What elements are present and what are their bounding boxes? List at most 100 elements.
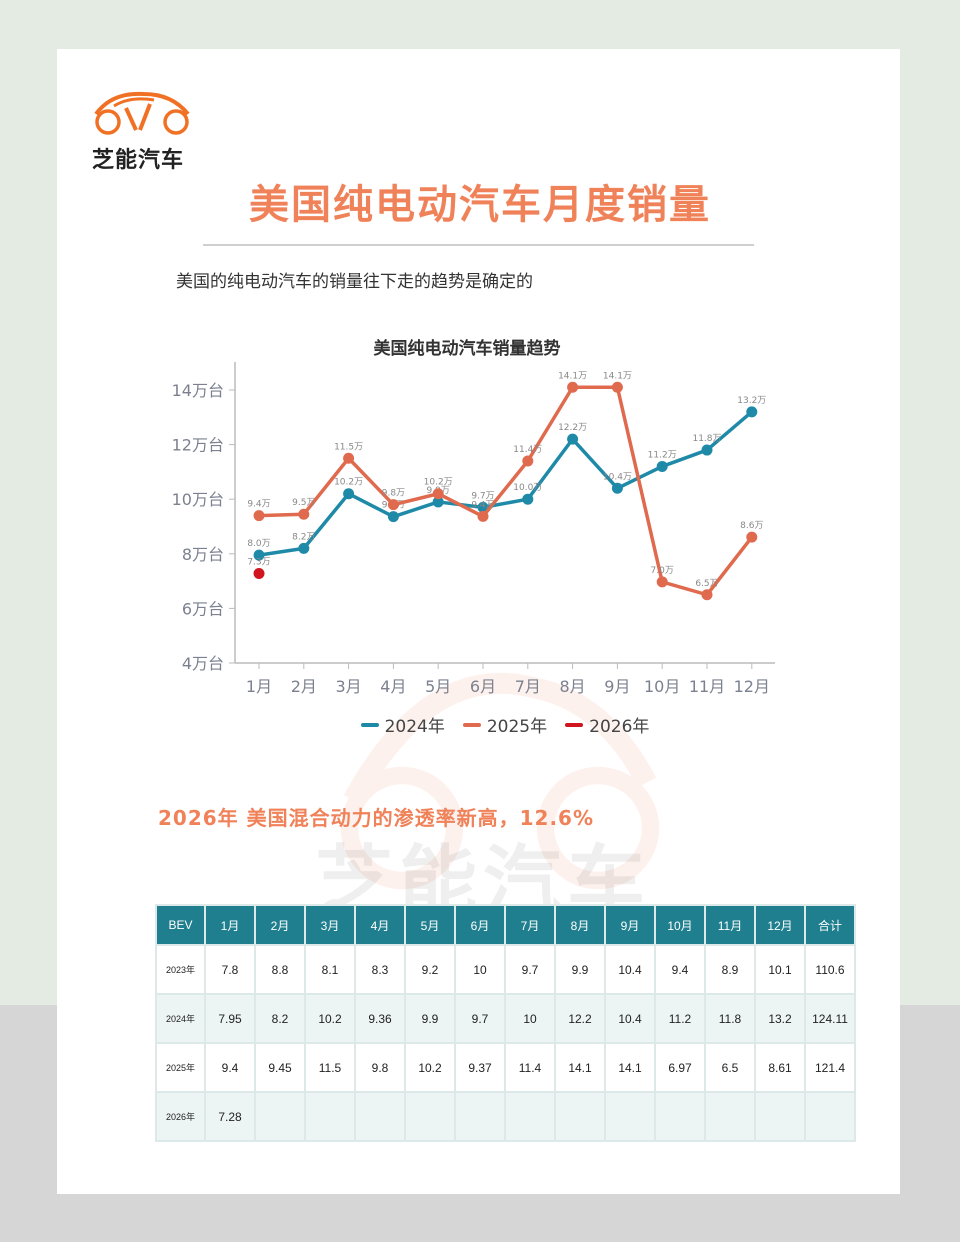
row-header: 2025年 bbox=[157, 1044, 204, 1091]
table-cell bbox=[706, 1093, 754, 1140]
table-cell: 9.7 bbox=[506, 946, 554, 993]
x-tick-label: 9月 bbox=[604, 677, 630, 696]
legend-item-2025[interactable]: 2025年 bbox=[462, 712, 547, 737]
table-cell: 121.4 bbox=[806, 1044, 854, 1091]
page-subtitle: 美国的纯电动汽车的销量往下走的趋势是确定的 bbox=[176, 272, 533, 292]
table-cell bbox=[456, 1093, 504, 1140]
table-cell: 8.2 bbox=[256, 995, 304, 1042]
data-point bbox=[522, 455, 534, 467]
data-point bbox=[387, 499, 399, 511]
column-header: 12月 bbox=[756, 906, 804, 944]
x-tick-label: 6月 bbox=[470, 677, 496, 696]
table-cell: 9.36 bbox=[356, 995, 404, 1042]
data-label: 8.2万 bbox=[292, 532, 315, 542]
table-cell bbox=[306, 1093, 354, 1140]
table-cell: 9.8 bbox=[356, 1044, 404, 1091]
column-header: 8月 bbox=[556, 906, 604, 944]
table-cell: 10 bbox=[456, 946, 504, 993]
data-point bbox=[343, 452, 355, 464]
data-label: 13.2万 bbox=[737, 396, 766, 406]
x-tick-label: 12月 bbox=[734, 677, 770, 696]
table-cell: 7.8 bbox=[206, 946, 254, 993]
table-cell bbox=[356, 1093, 404, 1140]
table-cell: 6.5 bbox=[706, 1044, 754, 1091]
brand-logo-icon bbox=[94, 91, 190, 135]
table-cell: 10.2 bbox=[306, 995, 354, 1042]
data-point bbox=[432, 496, 444, 508]
table-cell bbox=[806, 1093, 854, 1140]
row-header: 2024年 bbox=[157, 995, 204, 1042]
table-cell: 11.5 bbox=[306, 1044, 354, 1091]
y-tick-label: 8万台 bbox=[182, 545, 224, 564]
row-header: 2023年 bbox=[157, 946, 204, 993]
legend-swatch-icon bbox=[565, 722, 584, 727]
table-cell bbox=[606, 1093, 654, 1140]
table-header-row: BEV 1月 2月 3月 4月 5月 6月 7月 8月 9月 10月 11月 12月 合计 bbox=[157, 906, 854, 944]
data-label: 7.3万 bbox=[247, 557, 270, 567]
data-point bbox=[746, 406, 758, 418]
table-cell: 14.1 bbox=[556, 1044, 604, 1091]
y-tick-label: 4万台 bbox=[182, 654, 224, 673]
table-cell: 10.2 bbox=[406, 1044, 454, 1091]
data-label: 9.5万 bbox=[292, 498, 315, 508]
x-tick-label: 4月 bbox=[380, 677, 406, 696]
data-point bbox=[701, 444, 713, 456]
legend-item-2024[interactable]: 2024年 bbox=[360, 712, 445, 737]
table-cell: 8.61 bbox=[756, 1044, 804, 1091]
data-label: 12.2万 bbox=[558, 423, 587, 433]
legend-item-2026[interactable]: 2026年 bbox=[565, 712, 649, 737]
table-cell bbox=[756, 1093, 804, 1140]
column-header: 3月 bbox=[306, 906, 354, 944]
table-cell bbox=[506, 1093, 554, 1140]
y-tick-label: 6万台 bbox=[182, 599, 224, 618]
table-cell: 9.9 bbox=[556, 946, 604, 993]
column-header: 6月 bbox=[456, 906, 504, 944]
table-cell bbox=[656, 1093, 704, 1140]
y-tick-label: 14万台 bbox=[172, 381, 224, 400]
table-cell bbox=[406, 1093, 454, 1140]
column-header: BEV bbox=[157, 906, 204, 944]
table-cell: 10.4 bbox=[606, 946, 654, 993]
table-row: 2024年 7.95 8.2 10.2 9.36 9.9 9.7 10 12.2 10.4 11.2… bbox=[157, 995, 854, 1042]
data-label: 6.5万 bbox=[695, 579, 718, 589]
table-row: 2023年 7.8 8.8 8.1 8.3 9.2 10 9.7 9.9 10.4 9.4 8.9 10… bbox=[157, 946, 854, 993]
data-label: 9.4万 bbox=[247, 500, 270, 510]
data-point bbox=[567, 433, 579, 445]
table-cell: 9.2 bbox=[406, 946, 454, 993]
data-point bbox=[343, 488, 355, 500]
column-header: 5月 bbox=[406, 906, 454, 944]
column-header: 1月 bbox=[206, 906, 254, 944]
data-label: 9.4万 bbox=[471, 500, 494, 510]
data-label: 9.7万 bbox=[471, 491, 494, 501]
column-header: 2月 bbox=[256, 906, 304, 944]
table-cell bbox=[556, 1093, 604, 1140]
data-label: 11.8万 bbox=[692, 434, 721, 444]
x-tick-label: 10月 bbox=[644, 677, 680, 696]
sales-table: BEV 1月 2月 3月 4月 5月 6月 7月 8月 9月 10月 11月 12月 合计 2023年 7.… bbox=[155, 904, 856, 1142]
x-tick-label: 1月 bbox=[246, 677, 272, 696]
table-cell: 10 bbox=[506, 995, 554, 1042]
column-header: 10月 bbox=[656, 906, 704, 944]
table-cell: 9.45 bbox=[256, 1044, 304, 1091]
legend-swatch-icon bbox=[360, 722, 379, 727]
data-label: 10.2万 bbox=[334, 478, 363, 488]
data-label: 8.6万 bbox=[740, 521, 763, 531]
x-tick-label: 2月 bbox=[291, 677, 317, 696]
row-header: 2026年 bbox=[157, 1093, 204, 1140]
data-label: 9.8万 bbox=[382, 489, 405, 499]
watermark-logo-icon bbox=[340, 672, 660, 890]
x-tick-label: 5月 bbox=[425, 677, 451, 696]
chart-title: 美国纯电动汽车销量趋势 bbox=[373, 339, 561, 359]
section-heading: 2026年 美国混合动力的渗透率新高，12.6% bbox=[158, 806, 595, 830]
data-point bbox=[656, 460, 668, 472]
table-row: 2025年 9.4 9.45 11.5 9.8 10.2 9.37 11.4 14.1 14.1 6… bbox=[157, 1044, 854, 1091]
legend-label: 2024年 bbox=[384, 717, 445, 737]
data-label: 7.0万 bbox=[651, 566, 674, 576]
data-point bbox=[656, 576, 668, 588]
column-header: 合计 bbox=[806, 906, 854, 944]
data-point bbox=[477, 501, 489, 513]
column-header: 7月 bbox=[506, 906, 554, 944]
data-label: 8.0万 bbox=[247, 539, 270, 549]
data-point bbox=[567, 381, 579, 393]
data-point bbox=[298, 508, 310, 520]
